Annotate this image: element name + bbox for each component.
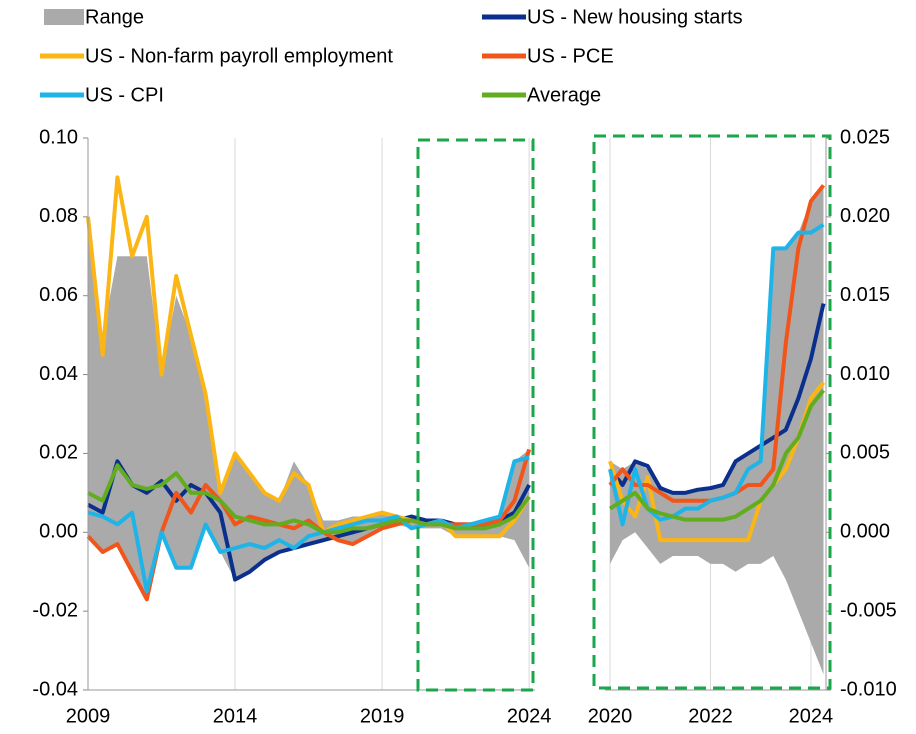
series-line — [86, 175, 531, 539]
range-area — [610, 185, 824, 675]
axis-frame — [605, 138, 827, 691]
panel: 2020 2022 2024 -0.010 -0.005 0.000 0.005 0.010 0… — [588, 126, 897, 727]
legend-label: US - PCE — [527, 45, 614, 67]
y-tick-label: 0.04 — [39, 363, 78, 385]
x-tick-label: 2019 — [360, 705, 405, 727]
y-tick-label: 0.02 — [39, 442, 78, 464]
highlight-box — [416, 138, 535, 692]
x-tick-label: 2020 — [588, 705, 633, 727]
y-tick-label: 0.005 — [840, 442, 890, 464]
legend-label: Average — [527, 84, 601, 106]
y-tick-label: 0.06 — [39, 284, 78, 306]
y-tick-label: -0.010 — [840, 678, 897, 700]
x-tick-label: 2014 — [213, 705, 258, 727]
legend-label: US - CPI — [85, 84, 164, 106]
legend-label: Range — [85, 6, 144, 28]
y-tick-label: 0.010 — [840, 363, 890, 385]
x-tick-label: 2024 — [507, 705, 552, 727]
legend-label: US - Non-farm payroll employment — [85, 45, 393, 67]
x-tick-label: 2022 — [688, 705, 733, 727]
series-line — [608, 303, 826, 495]
y-tick-label: -0.005 — [840, 599, 897, 621]
legend-label: US - New housing starts — [527, 6, 743, 28]
plots: 2009 2014 2019 2024 -0.04 -0.02 0.00 0.02 0.04 0.… — [32, 6, 896, 727]
legend-swatch — [44, 9, 84, 25]
y-tick-label: 0.015 — [840, 284, 890, 306]
series-line — [87, 463, 531, 535]
x-tick-label: 2009 — [66, 705, 111, 727]
highlight-box — [592, 134, 832, 690]
x-tick-label: 2024 — [789, 705, 834, 727]
y-tick-label: 0.00 — [39, 521, 78, 543]
axis-frame — [87, 138, 535, 691]
y-tick-label: 0.025 — [840, 126, 890, 148]
series-line — [608, 223, 825, 527]
y-tick-label: 0.08 — [39, 205, 78, 227]
y-tick-label: -0.02 — [32, 599, 78, 621]
series-line — [608, 389, 826, 522]
y-tick-label: -0.04 — [32, 678, 78, 700]
y-tick-label: 0.020 — [840, 205, 890, 227]
y-tick-label: 0.000 — [840, 521, 890, 543]
y-tick-label: 0.10 — [39, 126, 78, 148]
panel: 2009 2014 2019 2024 -0.04 -0.02 0.00 0.02 0.04 0.… — [32, 126, 551, 727]
range-area — [88, 216, 530, 600]
